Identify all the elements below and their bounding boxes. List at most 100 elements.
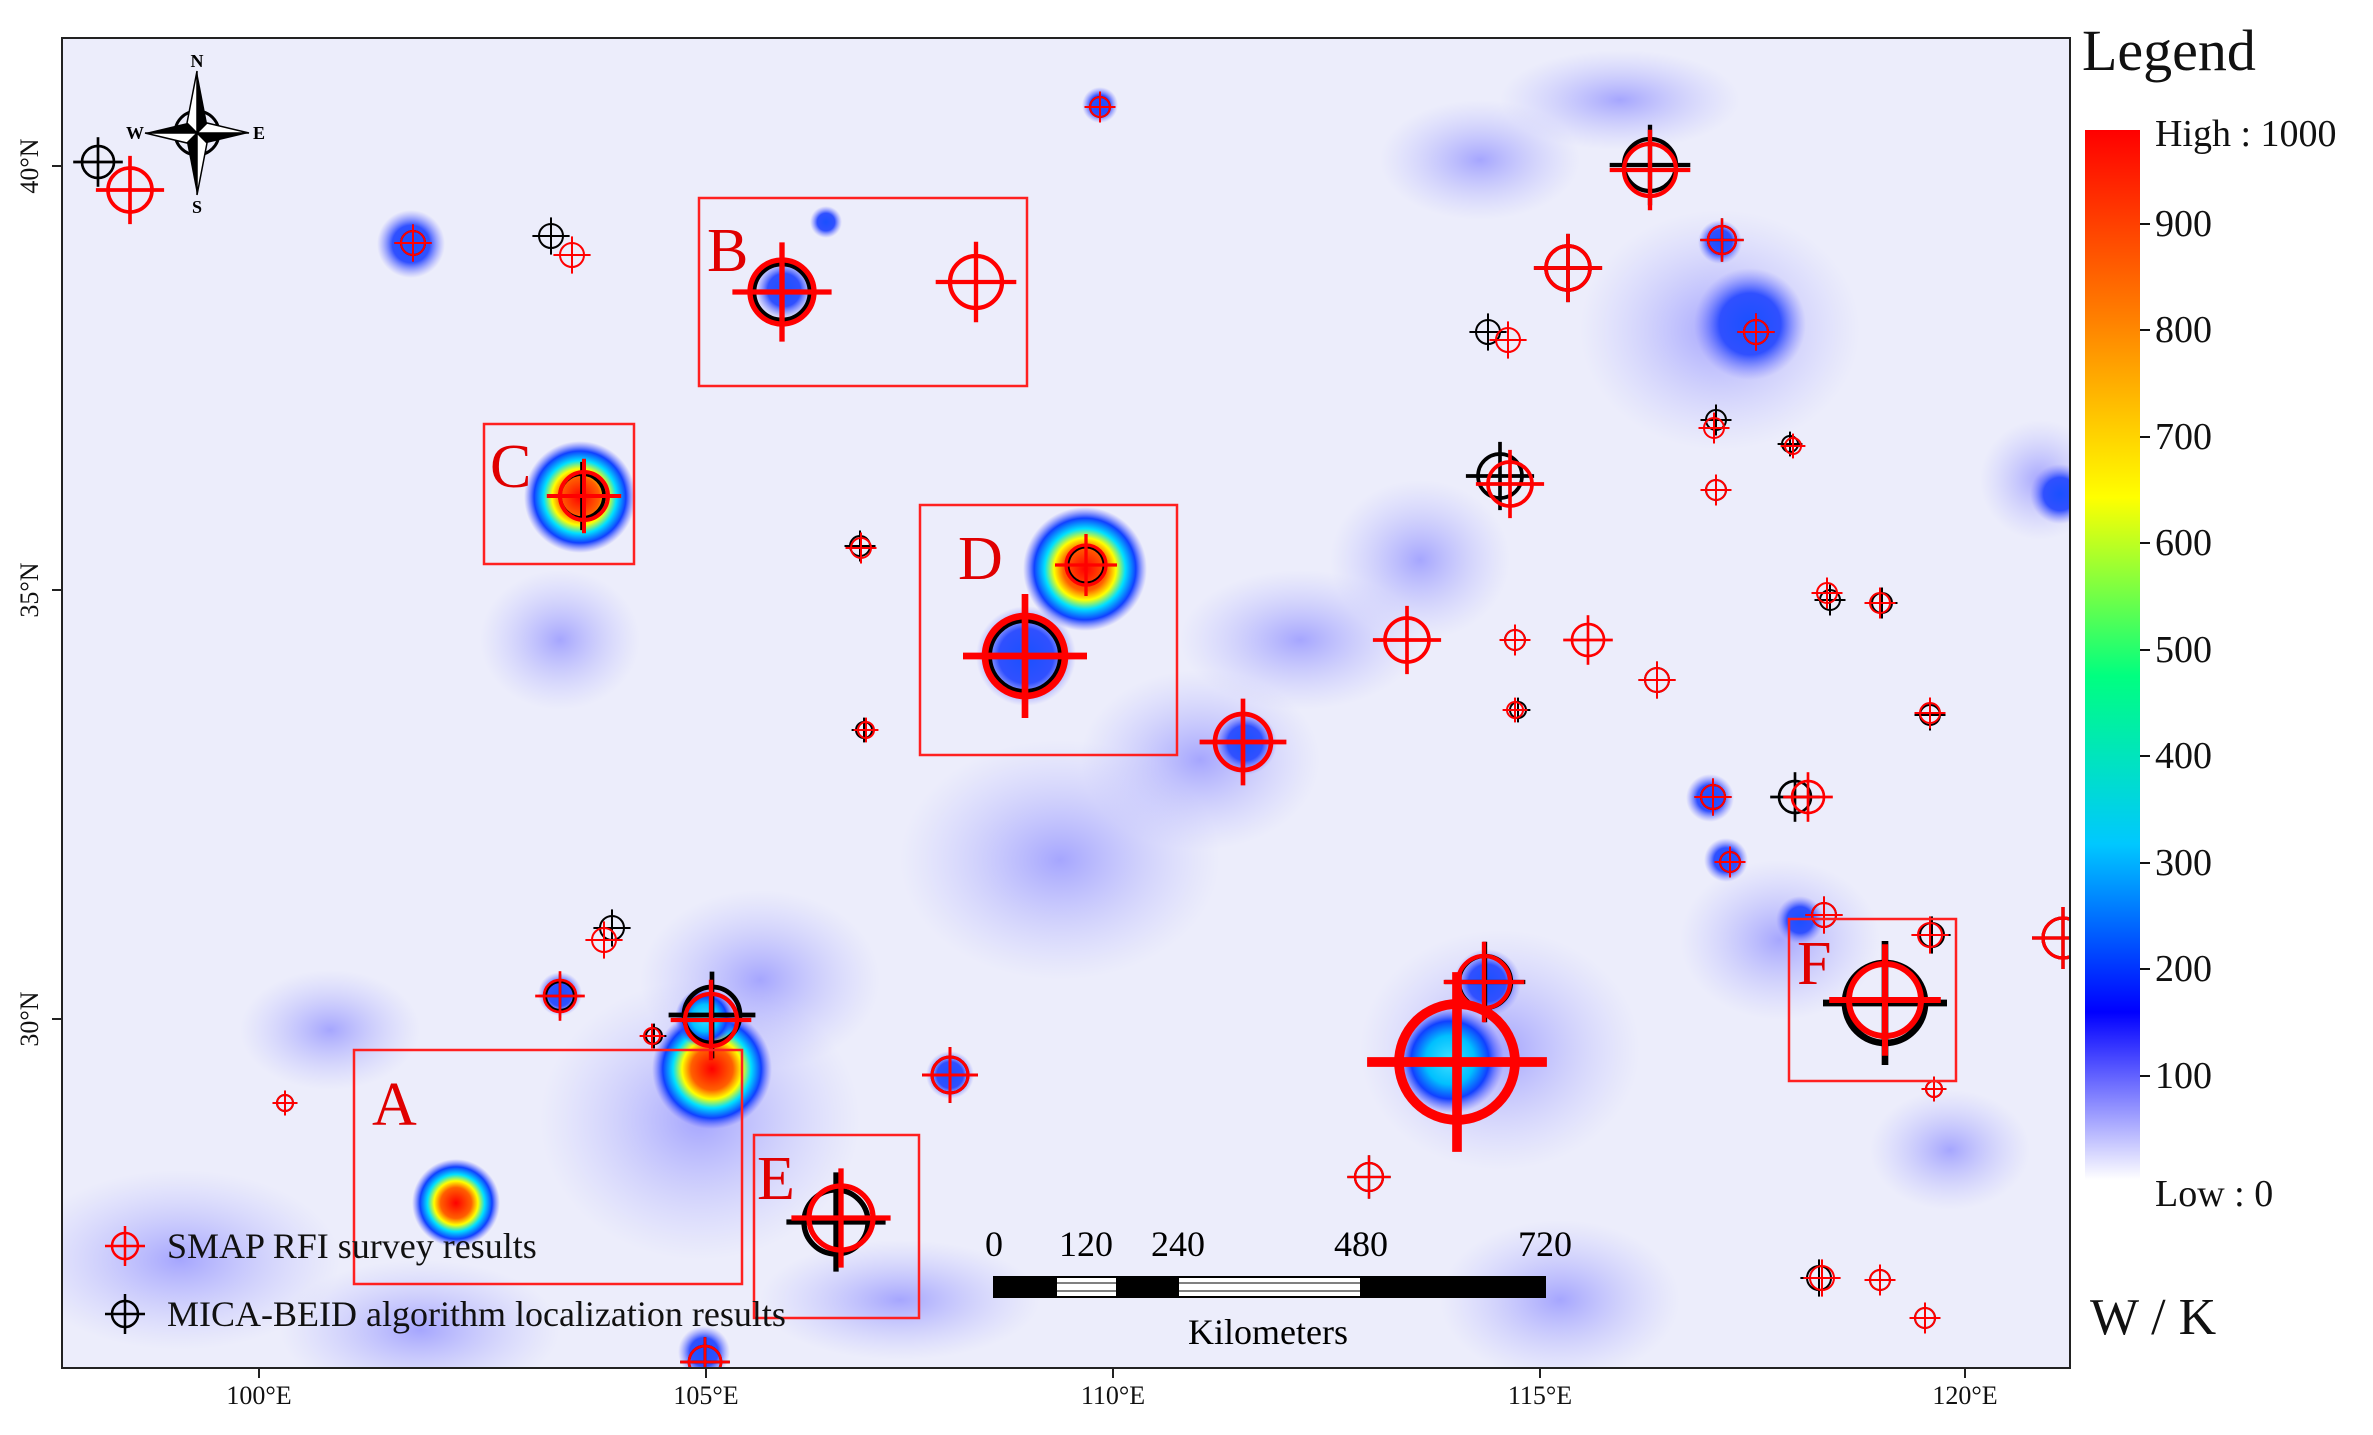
smap-legend-symbol: [105, 1226, 145, 1266]
legend-low: Low : 0: [2155, 1173, 2273, 1215]
mica-marker: [1777, 431, 1803, 457]
smap-marker: [1811, 577, 1843, 609]
texture-blob: [280, 1260, 560, 1368]
legend-tick-label: 900: [2155, 203, 2212, 245]
mica-marker: [532, 217, 570, 255]
smap-marker: [1700, 218, 1744, 262]
smap-marker: [1367, 972, 1547, 1152]
smap-marker: [1533, 233, 1603, 303]
legend-unit: W / K: [2090, 1289, 2217, 1346]
legend-tick-label: 200: [2155, 948, 2212, 990]
localization-markers: [73, 91, 2070, 1368]
smap-marker: [1502, 697, 1528, 723]
compass-e: E: [253, 123, 265, 143]
compass-w: W: [126, 123, 144, 143]
texture-blob: [480, 570, 640, 710]
scale-tick-120: 120: [1059, 1224, 1113, 1264]
smap-marker: [1780, 433, 1806, 459]
smap-marker: [535, 971, 585, 1021]
color-legend: Legend High : 1000 900 800 700 600 500 400 300…: [2082, 18, 2337, 1346]
scale-segment: [1360, 1276, 1546, 1298]
smap-marker: [732, 242, 832, 342]
legend-tick-label: 100: [2155, 1055, 2212, 1097]
smap-marker: [1475, 449, 1545, 519]
legend-tick-label: 600: [2155, 522, 2212, 564]
texture-blob: [1680, 860, 1880, 1020]
compass-needle-north: [197, 71, 207, 133]
latitude-axis: 40°N 35°N 30°N: [15, 138, 62, 1047]
region-box-c: [482, 422, 636, 566]
smap-marker: [963, 594, 1087, 718]
rfi-hotspot: [2030, 464, 2070, 524]
lat-label: 30°N: [15, 991, 44, 1046]
scale-segment: [1116, 1276, 1179, 1298]
region-box-f: [1787, 917, 1958, 1083]
smap-marker: [1698, 412, 1730, 444]
smap-marker: [1911, 916, 1949, 954]
smap-marker: [1638, 661, 1676, 699]
smap-marker: [1489, 321, 1527, 359]
mica-marker: [1700, 404, 1732, 436]
smap-marker: [1700, 474, 1732, 506]
smap-marker: [935, 241, 1017, 323]
smap-marker: [1084, 91, 1116, 123]
legend-high: High : 1000: [2155, 113, 2337, 155]
legend-tick-label: 800: [2155, 309, 2212, 351]
smap-marker: [1347, 1155, 1391, 1199]
rfi-hotspot: [412, 1159, 500, 1247]
region-box-b: [697, 196, 1029, 388]
region-label-c: C: [490, 433, 531, 501]
lon-label: 115°E: [1508, 1381, 1572, 1410]
smap-marker: [1914, 697, 1946, 729]
smap-marker: [922, 1047, 978, 1103]
lon-label: 110°E: [1081, 1381, 1145, 1410]
texture-blob: [1870, 1090, 2030, 1210]
smap-marker: [639, 1023, 665, 1049]
mica-marker: [73, 137, 123, 187]
smap-marker: [1199, 698, 1287, 786]
smap-marker: [2032, 907, 2070, 969]
rfi-hotspot: [1694, 268, 1806, 380]
texture-blob: [1080, 670, 1320, 850]
region-box-e: [752, 1133, 921, 1320]
smap-marker: [680, 1337, 730, 1368]
mica-legend-label: MICA-BEID algorithm localization results: [167, 1294, 786, 1334]
smap-marker: [95, 155, 165, 225]
mica-marker: [1465, 441, 1535, 511]
smap-marker: [1783, 772, 1833, 822]
lat-label: 40°N: [15, 138, 44, 193]
scale-segment: [1055, 1276, 1118, 1298]
lon-label: 105°E: [673, 1381, 738, 1410]
mica-legend-symbol: [105, 1294, 145, 1334]
map-legend: SMAP RFI survey results MICA-BEID algori…: [105, 1226, 786, 1334]
compass-s: S: [192, 197, 202, 217]
lon-label: 120°E: [1932, 1381, 1997, 1410]
smap-marker: [1714, 846, 1746, 878]
smap-marker: [1372, 605, 1442, 675]
smap-marker: [546, 458, 622, 534]
legend-title: Legend: [2082, 18, 2256, 83]
region-label-b: B: [707, 217, 748, 285]
smap-marker: [553, 236, 591, 274]
smap-marker: [845, 532, 877, 564]
region-label-a: A: [372, 1071, 417, 1139]
legend-ticks: 900 800 700 600 500 400 300 200 100: [2140, 203, 2212, 1097]
region-label-e: E: [757, 1145, 795, 1213]
smap-marker: [1803, 1259, 1841, 1297]
texture-blob: [1330, 480, 1510, 640]
legend-tick-label: 400: [2155, 735, 2212, 777]
scale-tick-240: 240: [1151, 1224, 1205, 1264]
longitude-axis: 100°E 105°E 110°E 115°E 120°E: [226, 1368, 1998, 1410]
lat-label: 35°N: [15, 562, 44, 617]
smap-marker: [670, 979, 752, 1061]
compass-rose: N S E W: [126, 51, 265, 217]
texture-blob: [1500, 50, 1740, 150]
scale-tick-0: 0: [985, 1224, 1003, 1264]
smap-marker: [272, 1090, 298, 1116]
smap-marker: [1737, 313, 1775, 351]
map-frame: [61, 37, 2071, 1369]
smap-marker: [791, 1168, 891, 1268]
smap-marker: [1055, 534, 1117, 596]
